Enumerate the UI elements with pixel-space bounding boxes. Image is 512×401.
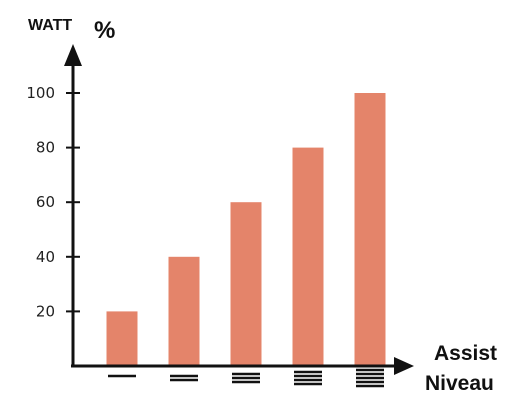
y-axis-title: WATT: [28, 17, 72, 34]
x-category-mark-5: [356, 368, 384, 388]
bar-5: [354, 93, 386, 366]
x-category-mark-4: [294, 370, 322, 386]
y-tick-label-100: 100: [26, 84, 55, 102]
bar-2: [168, 256, 200, 366]
y-axis-unit: %: [94, 17, 115, 44]
x-axis-title-line2: Niveau: [425, 372, 494, 395]
y-axis-arrow: [64, 44, 82, 66]
bar-1: [106, 311, 138, 366]
y-tick-label-80: 80: [36, 139, 55, 157]
bar-4: [292, 147, 324, 366]
x-axis-title-line1: Assist: [434, 342, 497, 365]
bar-3: [230, 202, 262, 366]
y-tick-label-20: 20: [36, 302, 55, 320]
y-tick-label-40: 40: [36, 248, 55, 266]
y-tick-label-60: 60: [36, 193, 55, 211]
x-category-mark-3: [232, 372, 260, 384]
x-category-mark-2: [170, 374, 198, 382]
x-axis-arrow: [394, 357, 414, 375]
